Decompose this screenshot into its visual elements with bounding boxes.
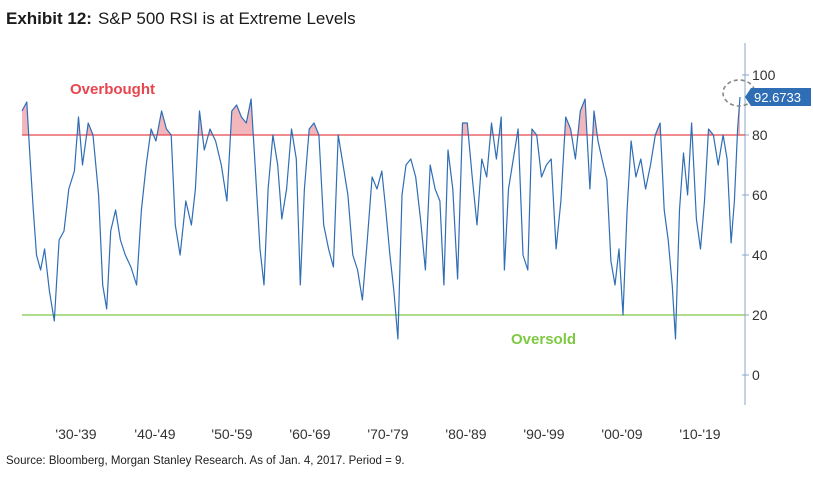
y-tick-label: 60 (752, 187, 768, 203)
overbought-highlight (22, 97, 740, 135)
x-tick-label: '40-'49 (134, 426, 175, 440)
rsi-series-line (21, 96, 741, 340)
last-value-flag (745, 87, 811, 106)
x-tick-label: '50-'59 (211, 426, 252, 440)
x-tick-label: '00-'09 (601, 426, 642, 440)
exhibit-number: Exhibit 12: (6, 9, 92, 28)
chart-title: S&P 500 RSI is at Extreme Levels (97, 9, 356, 28)
exhibit-title: Exhibit 12: S&P 500 RSI is at Extreme Lev… (6, 9, 356, 29)
y-tick-label: 100 (752, 67, 776, 83)
overbought-label: Overbought (70, 81, 155, 98)
y-tick-label: 20 (752, 307, 768, 323)
y-tick-label: 80 (752, 127, 768, 143)
x-tick-label: '60-'69 (289, 426, 330, 440)
last-value-label: 92.6733 (754, 90, 801, 105)
rsi-chart: 0 20 40 60 80 100 Overbought Oversold 92.6733 '30… (21, 43, 811, 440)
source-note: Source: Bloomberg, Morgan Stanley Resear… (6, 455, 405, 467)
x-tick-label: '10-'19 (679, 426, 720, 440)
x-tick-label: '90-'99 (523, 426, 564, 440)
x-tick-label: '70-'79 (367, 426, 408, 440)
y-tick-label: 40 (752, 247, 768, 263)
x-tick-label: '80-'89 (445, 426, 486, 440)
oversold-label: Oversold (511, 331, 576, 348)
y-tick-label: 0 (752, 367, 760, 383)
x-tick-label: '30-'39 (55, 426, 96, 440)
